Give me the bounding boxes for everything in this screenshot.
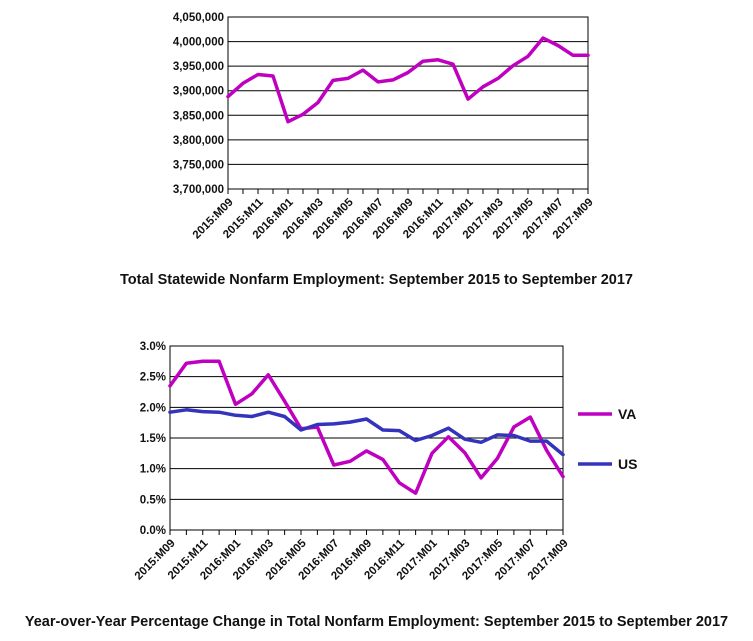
y-tick-label: 4,000,000 xyxy=(173,37,224,49)
employment-level-chart: 3,700,000 3,750,000 3,800,000 3,850,000 3,90… xyxy=(173,12,596,242)
plot-frame xyxy=(227,16,589,194)
y-tick-label: 3,850,000 xyxy=(173,110,224,122)
y-tick-labels: 0.0% 0.5% 1.0% 1.5% 2.0% 2.5% 3.0% xyxy=(140,341,166,537)
y-tick-label: 3.0% xyxy=(140,341,166,353)
series-lines xyxy=(168,359,565,495)
yoy-change-chart: 0.0% 0.5% 1.0% 1.5% 2.0% 2.5% 3.0% 2015:M09201… xyxy=(133,341,638,583)
legend: VA US xyxy=(578,406,637,472)
series-line xyxy=(226,36,590,124)
y-tick-label: 1.0% xyxy=(140,464,166,476)
legend-label: US xyxy=(618,456,637,472)
y-tick-label: 1.5% xyxy=(140,433,166,445)
x-tick-labels: 2015:M092015:M112016:M012016:M032016:M05… xyxy=(133,537,571,583)
y-gridlines xyxy=(228,16,588,190)
chart-2-title: Year-over-Year Percentage Change in Tota… xyxy=(24,614,729,630)
chart-1-title: Total Statewide Nonfarm Employment: Sept… xyxy=(119,272,633,288)
y-gridlines xyxy=(170,345,563,531)
y-tick-label: 2.0% xyxy=(140,402,166,414)
y-tick-label: 3,750,000 xyxy=(173,159,224,171)
y-tick-label: 4,050,000 xyxy=(173,12,224,24)
legend-label: VA xyxy=(618,406,636,422)
y-tick-label: 3,950,000 xyxy=(173,61,224,73)
plot-frame xyxy=(169,345,564,535)
series-line-va xyxy=(168,359,565,495)
y-tick-label: 0.5% xyxy=(140,494,166,506)
x-tick-labels: 2015:M092015:M112016:M012016:M032016:M05… xyxy=(191,196,596,242)
y-tick-label: 3,900,000 xyxy=(173,86,224,98)
y-tick-label: 2.5% xyxy=(140,372,166,384)
y-tick-labels: 3,700,000 3,750,000 3,800,000 3,850,000 3,90… xyxy=(173,12,224,196)
series-lines xyxy=(226,36,590,124)
y-tick-label: 0.0% xyxy=(140,525,166,537)
y-tick-label: 3,800,000 xyxy=(173,135,224,147)
y-tick-label: 3,700,000 xyxy=(173,184,224,196)
series-line-us xyxy=(168,408,565,457)
